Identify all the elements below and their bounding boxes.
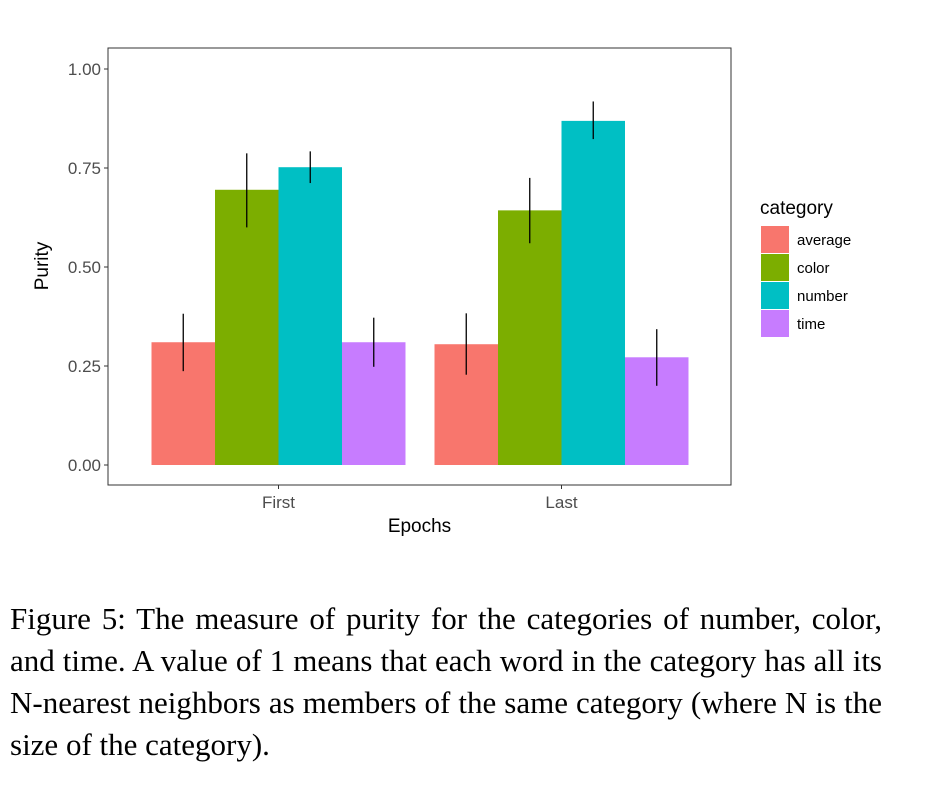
y-tick-label: 0.00 <box>68 456 101 475</box>
y-tick-label: 0.25 <box>68 357 101 376</box>
y-axis: 0.00 0.25 0.50 0.75 1.00 <box>68 60 108 475</box>
bar-color-first <box>215 189 279 465</box>
legend-key-time <box>761 310 789 337</box>
error-bars-group <box>182 101 658 386</box>
bars-group <box>151 120 689 465</box>
y-tick-label: 0.75 <box>68 159 101 178</box>
x-axis: First Last <box>262 485 578 512</box>
legend-label-time: time <box>797 316 825 333</box>
legend-title: category <box>760 198 833 219</box>
x-tick-label: Last <box>545 493 577 512</box>
legend-key-color <box>761 254 789 281</box>
bar-number-first <box>278 167 342 465</box>
bar-color-last <box>498 210 562 465</box>
figure-caption: Figure 5: The measure of purity for the … <box>10 601 882 762</box>
legend: category average color number time <box>760 198 851 337</box>
legend-key-average <box>761 226 789 253</box>
legend-label-number: number <box>797 288 848 305</box>
bar-number-last <box>561 120 625 465</box>
legend-label-color: color <box>797 260 830 277</box>
x-axis-title: Epochs <box>388 516 451 537</box>
y-tick-label: 1.00 <box>68 60 101 79</box>
y-axis-title: Purity <box>32 241 53 290</box>
x-tick-label: First <box>262 493 295 512</box>
y-tick-label: 0.50 <box>68 258 101 277</box>
legend-label-average: average <box>797 232 851 249</box>
purity-bar-chart: 0.00 0.25 0.50 0.75 1.00 First Last Epochs Pu… <box>32 47 851 537</box>
legend-key-number <box>761 282 789 309</box>
